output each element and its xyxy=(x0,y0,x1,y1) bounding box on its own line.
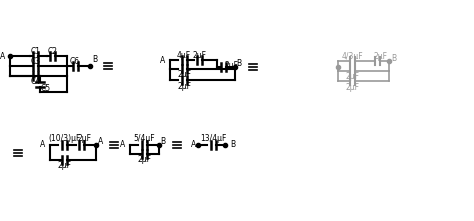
Text: 2μF: 2μF xyxy=(345,82,359,91)
Text: 2μF: 2μF xyxy=(137,156,151,164)
Text: B: B xyxy=(237,59,242,68)
Text: 4/3μF: 4/3μF xyxy=(341,51,363,61)
Text: 13/4μF: 13/4μF xyxy=(200,135,226,143)
Text: C3: C3 xyxy=(30,57,40,65)
Text: B: B xyxy=(230,141,235,149)
Text: 2μF: 2μF xyxy=(224,61,238,70)
Text: 5/4μF: 5/4μF xyxy=(133,135,155,143)
Text: A: A xyxy=(191,141,196,149)
Text: (10/3)μF: (10/3)μF xyxy=(48,135,81,143)
Text: B: B xyxy=(92,55,98,63)
Text: C5: C5 xyxy=(40,84,50,93)
Text: B: B xyxy=(392,53,397,63)
Text: 2μF: 2μF xyxy=(373,51,387,61)
Text: 4μF: 4μF xyxy=(177,51,191,59)
Text: C1: C1 xyxy=(30,47,40,55)
Text: A: A xyxy=(0,51,5,61)
Text: A: A xyxy=(160,55,165,65)
Text: C4: C4 xyxy=(30,76,40,86)
Text: 2μF: 2μF xyxy=(177,82,191,91)
Text: A: A xyxy=(40,141,45,149)
Text: 2μF: 2μF xyxy=(57,162,71,170)
Text: 2μF: 2μF xyxy=(177,70,191,78)
Text: 2μF: 2μF xyxy=(77,135,91,143)
Text: A: A xyxy=(120,141,125,149)
Text: C2: C2 xyxy=(47,47,57,55)
Text: 2μF: 2μF xyxy=(192,51,206,59)
Text: C6: C6 xyxy=(70,57,80,65)
Text: 2μF: 2μF xyxy=(345,72,359,80)
Text: A: A xyxy=(98,137,103,147)
Text: B: B xyxy=(161,137,166,147)
